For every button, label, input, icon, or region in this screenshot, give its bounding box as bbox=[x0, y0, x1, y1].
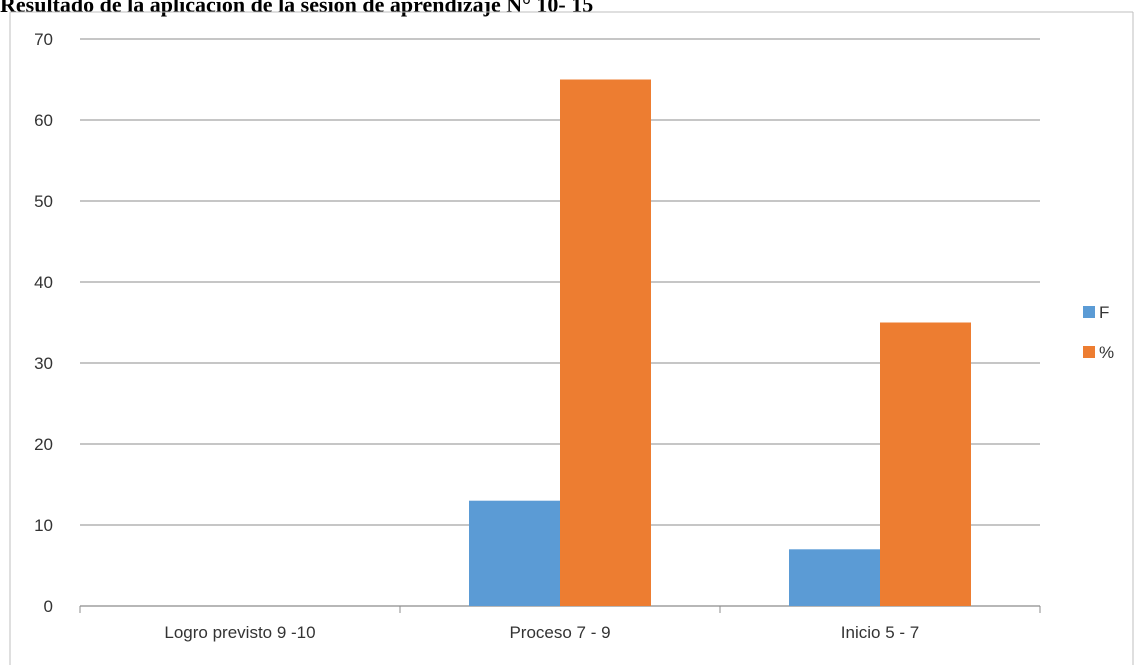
legend-swatch-f bbox=[1083, 306, 1095, 318]
bar-f-1 bbox=[469, 500, 560, 606]
y-tick-label-10: 10 bbox=[34, 516, 53, 535]
legend-label-f: F bbox=[1099, 303, 1109, 322]
y-tick-label-30: 30 bbox=[34, 354, 53, 373]
legend-label-percent: % bbox=[1099, 343, 1114, 362]
y-tick-label-40: 40 bbox=[34, 273, 53, 292]
bar-percent-1 bbox=[560, 79, 651, 606]
y-tick-label-60: 60 bbox=[34, 111, 53, 130]
x-category-label: Logro previsto 9 -10 bbox=[164, 623, 315, 642]
bar-f-2 bbox=[789, 549, 880, 606]
y-tick-label-0: 0 bbox=[44, 597, 53, 616]
y-tick-label-70: 70 bbox=[34, 30, 53, 49]
y-tick-label-50: 50 bbox=[34, 192, 53, 211]
y-tick-label-20: 20 bbox=[34, 435, 53, 454]
chart-title: Resultado de la aplicación de la sesión … bbox=[0, 0, 594, 17]
legend-swatch-percent bbox=[1083, 346, 1095, 358]
bar-percent-2 bbox=[880, 322, 971, 606]
x-category-label: Inicio 5 - 7 bbox=[841, 623, 919, 642]
x-category-label: Proceso 7 - 9 bbox=[509, 623, 610, 642]
